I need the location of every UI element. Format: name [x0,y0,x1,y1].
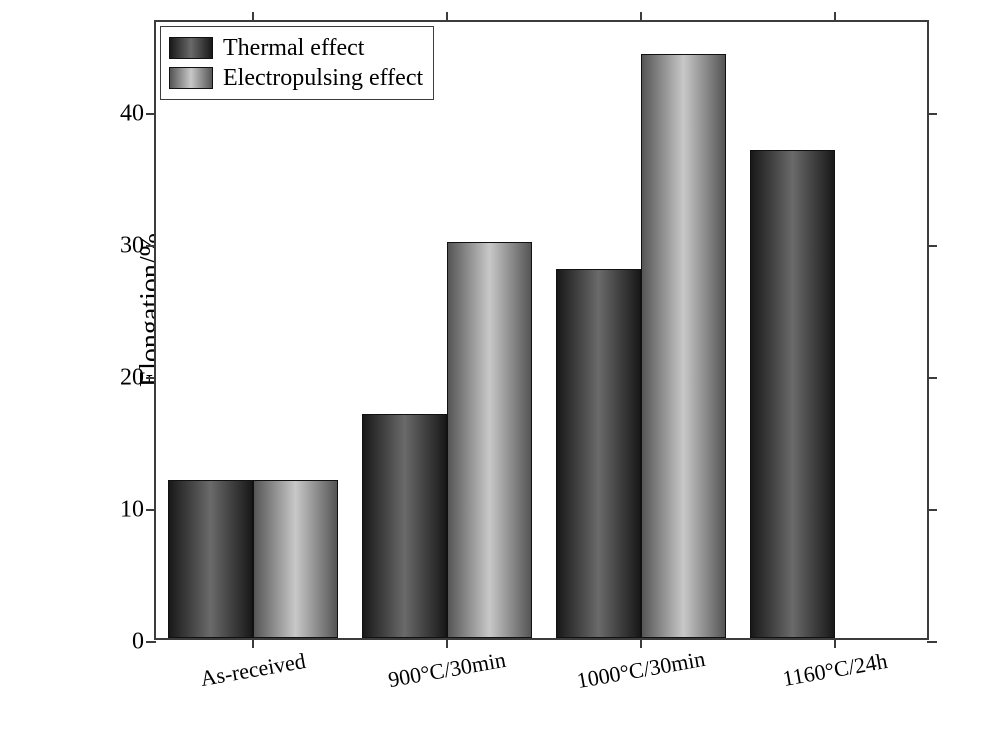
y-tick-label: 0 [96,629,144,656]
legend-item-thermal: Thermal effect [169,33,423,63]
plot-area: Thermal effect Electropulsing effect 010… [154,20,929,640]
legend-label-thermal: Thermal effect [223,33,364,63]
x-tick [446,638,448,648]
x-tick-label: As-received [198,648,307,692]
bar [447,242,532,638]
y-tick [146,641,156,643]
bar [556,269,641,638]
y-tick [927,245,937,247]
y-tick-label: 40 [96,101,144,128]
bar [641,54,726,638]
legend-label-electropulsing: Electropulsing effect [223,63,423,93]
x-tick [834,638,836,648]
y-tick-label: 30 [96,233,144,260]
legend-swatch-electropulsing [169,67,213,89]
x-tick [252,638,254,648]
y-tick [146,509,156,511]
bar [750,150,835,638]
y-tick-label: 20 [96,365,144,392]
y-tick [927,377,937,379]
x-tick [446,12,448,22]
chart-container: Elongation/% Thermal effect Electropulsi… [64,10,938,710]
y-tick [927,641,937,643]
x-tick [834,12,836,22]
bar [362,414,447,638]
x-tick [252,12,254,22]
legend-swatch-thermal [169,37,213,59]
x-tick [640,12,642,22]
x-tick-label: 1000°C/30min [575,646,707,694]
x-tick [640,638,642,648]
y-tick [927,113,937,115]
bar [168,480,253,638]
y-tick [146,113,156,115]
y-tick [146,377,156,379]
legend: Thermal effect Electropulsing effect [160,26,434,100]
x-tick-label: 900°C/30min [386,647,508,693]
y-tick [927,509,937,511]
legend-item-electropulsing: Electropulsing effect [169,63,423,93]
x-tick-label: 1160°C/24h [781,648,890,692]
bar [253,480,338,638]
y-tick-label: 10 [96,497,144,524]
y-tick [146,245,156,247]
